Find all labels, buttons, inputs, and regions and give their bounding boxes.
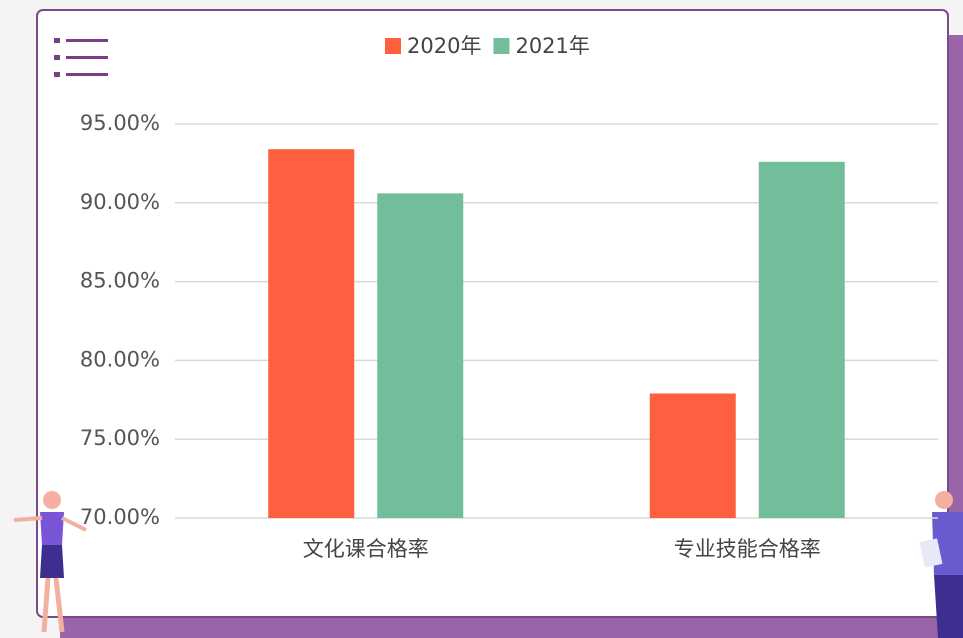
bar xyxy=(758,161,845,518)
legend-swatch xyxy=(493,38,510,54)
figure-right xyxy=(919,491,963,638)
bar xyxy=(268,149,355,518)
bar xyxy=(649,393,736,518)
legend-label: 2021年 xyxy=(515,34,589,58)
y-tick-label: 75.00% xyxy=(80,426,160,450)
y-tick-label: 85.00% xyxy=(80,269,160,293)
legend-swatch xyxy=(385,38,401,54)
y-tick-label: 90.00% xyxy=(80,190,160,214)
bar xyxy=(377,193,464,518)
x-tick-label: 专业技能合格率 xyxy=(674,537,821,561)
legend-label: 2020年 xyxy=(407,34,481,58)
y-tick-label: 70.00% xyxy=(80,505,160,529)
menu-icon xyxy=(54,38,108,77)
y-tick-label: 95.00% xyxy=(80,111,160,135)
figure-left xyxy=(13,491,87,633)
x-tick-label: 文化课合格率 xyxy=(303,537,429,561)
y-tick-label: 80.00% xyxy=(80,347,160,371)
